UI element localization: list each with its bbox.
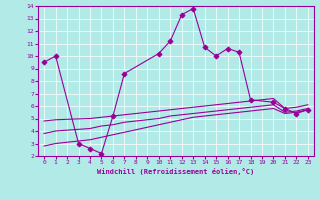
- X-axis label: Windchill (Refroidissement éolien,°C): Windchill (Refroidissement éolien,°C): [97, 168, 255, 175]
